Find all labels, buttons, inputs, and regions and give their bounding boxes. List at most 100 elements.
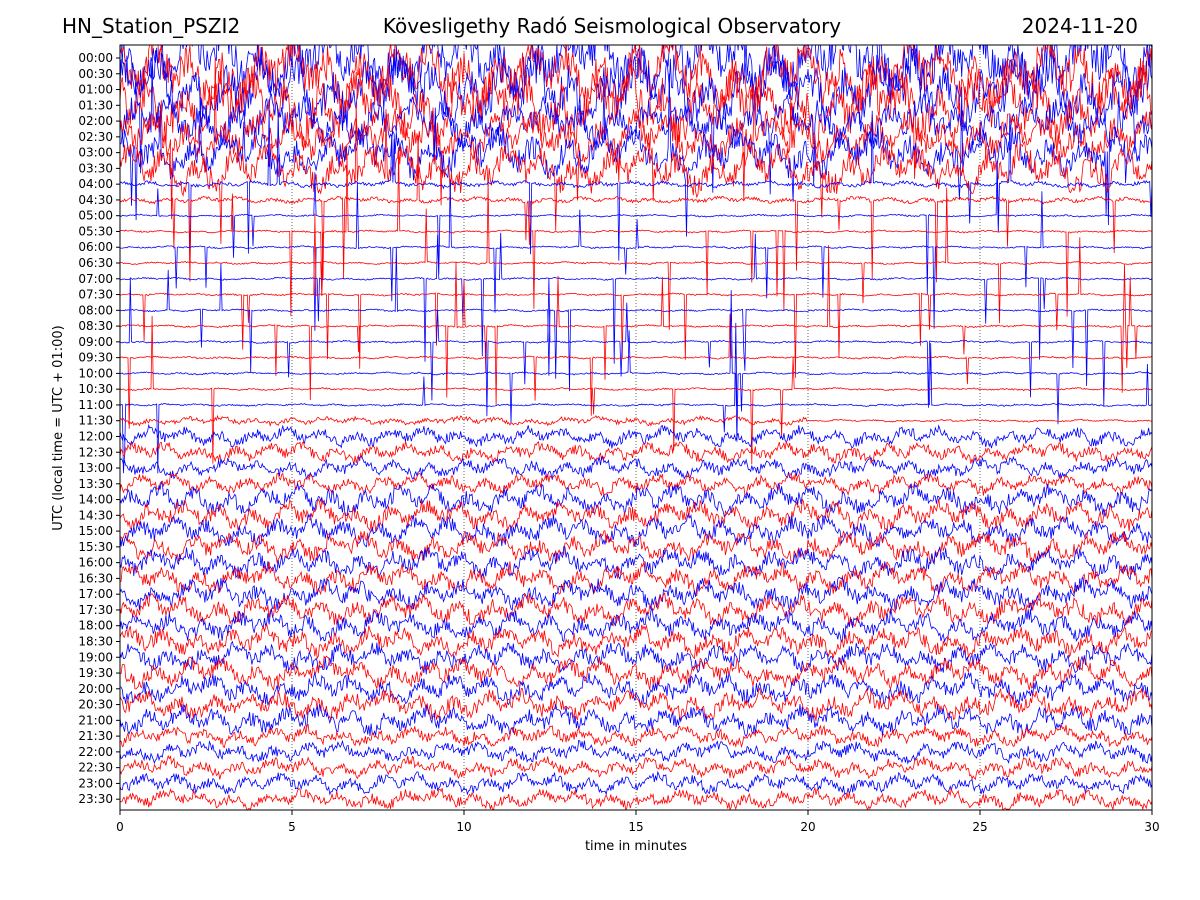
x-tick-label: 25 [972,820,987,834]
y-axis-label: UTC (local time = UTC + 01:00) [51,325,66,530]
y-tick-label: 01:00 [78,83,113,97]
trace-1130 [120,414,1152,427]
y-tick-label: 18:00 [78,619,113,633]
y-tick-label: 06:30 [78,256,113,270]
trace-2330 [120,787,1152,810]
y-tick-label: 14:00 [78,493,113,507]
y-tick-label: 13:00 [78,461,113,475]
trace-1830 [120,623,1152,660]
trace-0230 [120,58,1152,220]
y-tick-label: 01:30 [78,98,113,112]
trace-2030 [120,686,1152,722]
trace-1030 [120,315,1152,465]
trace-2130 [120,723,1152,749]
trace-0130 [120,62,1152,151]
y-tick-label: 05:30 [78,224,113,238]
x-axis-label: time in minutes [585,839,687,854]
y-tick-label: 09:30 [78,351,113,365]
y-tick-label: 08:00 [78,303,113,317]
trace-0330 [120,102,1152,244]
trace-0600 [120,179,1152,331]
x-tick-label: 5 [288,820,296,834]
trace-0630 [120,182,1152,330]
trace-area [120,45,1152,810]
trace-1530 [120,530,1152,564]
trace-1330 [120,472,1152,497]
y-tick-label: 21:30 [78,729,113,743]
y-tick-label: 16:00 [78,556,113,570]
y-tick-label: 12:30 [78,445,113,459]
y-tick-label: 20:30 [78,698,113,712]
trace-2000 [120,671,1152,707]
chart-title: Kövesligethy Radó Seismological Observat… [382,14,842,38]
trace-1730 [120,591,1152,628]
trace-1000 [120,290,1152,442]
trace-0900 [120,277,1152,417]
trace-1200 [120,423,1152,449]
trace-0700 [120,232,1152,364]
y-tick-label: 06:00 [78,240,113,254]
y-tick-label: 16:30 [78,571,113,585]
y-tick-label: 08:30 [78,319,113,333]
y-tick-label: 10:30 [78,382,113,396]
y-tick-label: 23:00 [78,776,113,790]
trace-1500 [120,512,1152,548]
y-tick-label: 13:30 [78,477,113,491]
trace-2300 [120,770,1152,796]
y-tick-label: 23:30 [78,792,113,806]
y-tick-label: 21:00 [78,713,113,727]
trace-0400 [120,108,1152,262]
date-title: 2024-11-20 [1021,14,1138,38]
y-tick-label: 02:00 [78,114,113,128]
y-tick-label: 19:00 [78,650,113,664]
trace-1300 [120,455,1152,481]
x-tick-label: 0 [116,820,124,834]
x-axis: 0 5 10 15 20 25 30 [116,810,1160,834]
y-tick-label: 07:30 [78,288,113,302]
trace-1700 [120,576,1152,612]
y-tick-label: 07:00 [78,272,113,286]
trace-0500 [120,160,1152,295]
x-tick-label: 30 [1144,820,1159,834]
y-tick-label: 11:30 [78,414,113,428]
trace-0730 [120,213,1152,378]
trace-2200 [120,739,1152,765]
trace-0300 [120,73,1152,237]
trace-1430 [120,498,1152,533]
y-tick-label: 17:30 [78,603,113,617]
trace-1600 [120,545,1152,581]
y-tick-label: 17:00 [78,587,113,601]
y-tick-label: 19:30 [78,666,113,680]
y-tick-label: 15:30 [78,540,113,554]
trace-2100 [120,703,1152,738]
trace-1230 [120,440,1152,465]
y-tick-label: 03:00 [78,146,113,160]
y-tick-label: 03:30 [78,161,113,175]
x-tick-label: 15 [628,820,643,834]
trace-0430 [120,135,1152,283]
x-tick-label: 10 [456,820,471,834]
y-tick-label: 11:00 [78,398,113,412]
y-tick-label: 00:30 [78,67,113,81]
y-tick-label: 04:30 [78,193,113,207]
y-tick-label: 04:00 [78,177,113,191]
trace-1630 [120,561,1152,596]
station-title: HN_Station_PSZI2 [62,14,241,38]
trace-0530 [120,151,1152,317]
trace-0930 [120,313,1152,429]
y-tick-label: 22:30 [78,761,113,775]
trace-0800 [120,247,1152,392]
y-tick-label: 12:00 [78,429,113,443]
trace-0100 [120,45,1152,132]
trace-1100 [120,322,1152,474]
y-tick-label: 18:30 [78,634,113,648]
y-tick-label: 14:30 [78,508,113,522]
y-tick-label: 20:00 [78,682,113,696]
y-tick-label: 10:00 [78,366,113,380]
trace-1930 [120,655,1152,691]
y-tick-label: 00:00 [78,51,113,65]
y-tick-label: 22:00 [78,745,113,759]
y-tick-label: 15:00 [78,524,113,538]
